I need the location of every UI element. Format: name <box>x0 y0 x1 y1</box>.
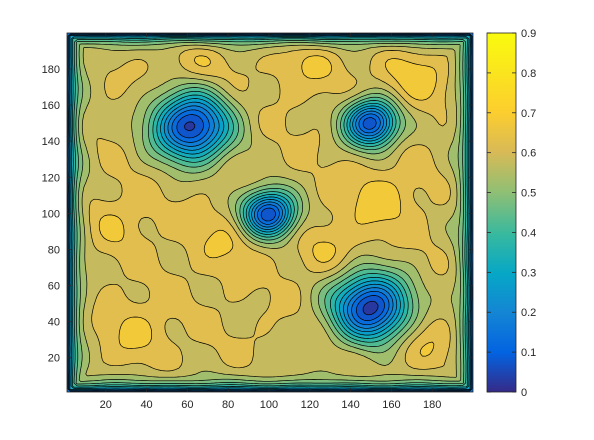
x-tick-label: 140 <box>341 399 359 411</box>
plot-area <box>66 32 474 393</box>
contour-fill <box>67 33 473 392</box>
y-tick-label: 60 <box>48 281 60 293</box>
x-tick-label: 60 <box>181 399 193 411</box>
x-tick-label: 40 <box>140 399 152 411</box>
contour-lines <box>67 33 473 392</box>
y-tick-label: 140 <box>42 136 60 148</box>
contour-line <box>67 33 473 392</box>
colorbar-tick-label: 0.4 <box>521 227 536 239</box>
y-axis: 20 40 60 80 100 120 140 160 180 <box>42 64 473 365</box>
contour-line <box>68 34 472 391</box>
y-tick-label: 120 <box>42 172 60 184</box>
y-tick-label: 20 <box>48 353 60 365</box>
x-tick-label: 80 <box>222 399 234 411</box>
contour-line <box>72 37 468 388</box>
x-tick-label: 100 <box>260 399 278 411</box>
colorbar: 0 0.1 0.2 0.3 0.4 0.5 0.6 0.7 0.8 0.9 <box>486 28 536 399</box>
x-axis: 20 40 60 80 100 120 140 160 180 <box>100 33 441 411</box>
axes-box <box>66 32 474 393</box>
colorbar-tick-label: 0.2 <box>521 307 536 319</box>
contour-line <box>98 55 437 357</box>
colorbar-tick-label: 0.5 <box>521 188 536 200</box>
contour-line <box>88 48 451 372</box>
y-tick-label: 40 <box>48 317 60 329</box>
x-tick-label: 120 <box>301 399 319 411</box>
contour-line <box>70 35 470 389</box>
x-tick-label: 160 <box>382 399 400 411</box>
colorbar-ticks: 0 0.1 0.2 0.3 0.4 0.5 0.6 0.7 0.8 0.9 <box>487 28 536 399</box>
colorbar-tick-label: 0.7 <box>521 108 536 120</box>
contour-line <box>73 38 467 387</box>
contour-line <box>75 40 465 385</box>
contour-line <box>184 121 379 316</box>
x-tick-label: 180 <box>423 399 441 411</box>
colorbar-box <box>486 32 517 393</box>
colorbar-tick-label: 0.8 <box>521 68 536 80</box>
y-tick-label: 160 <box>42 100 60 112</box>
x-tick-label: 20 <box>100 399 112 411</box>
colorbar-tick-label: 0.1 <box>521 347 536 359</box>
contour-line <box>176 114 385 321</box>
contour-line <box>77 42 462 382</box>
colorbar-fill <box>487 33 516 392</box>
colorbar-tick-label: 0 <box>521 387 527 399</box>
y-tick-label: 80 <box>48 244 60 256</box>
y-tick-label: 100 <box>42 208 60 220</box>
y-tick-label: 180 <box>42 64 60 76</box>
colorbar-tick-label: 0.6 <box>521 148 536 160</box>
contour-line <box>81 44 458 378</box>
contour-line <box>69 35 471 390</box>
colorbar-tick-label: 0.3 <box>521 267 536 279</box>
colorbar-tick-label: 0.9 <box>521 28 536 40</box>
